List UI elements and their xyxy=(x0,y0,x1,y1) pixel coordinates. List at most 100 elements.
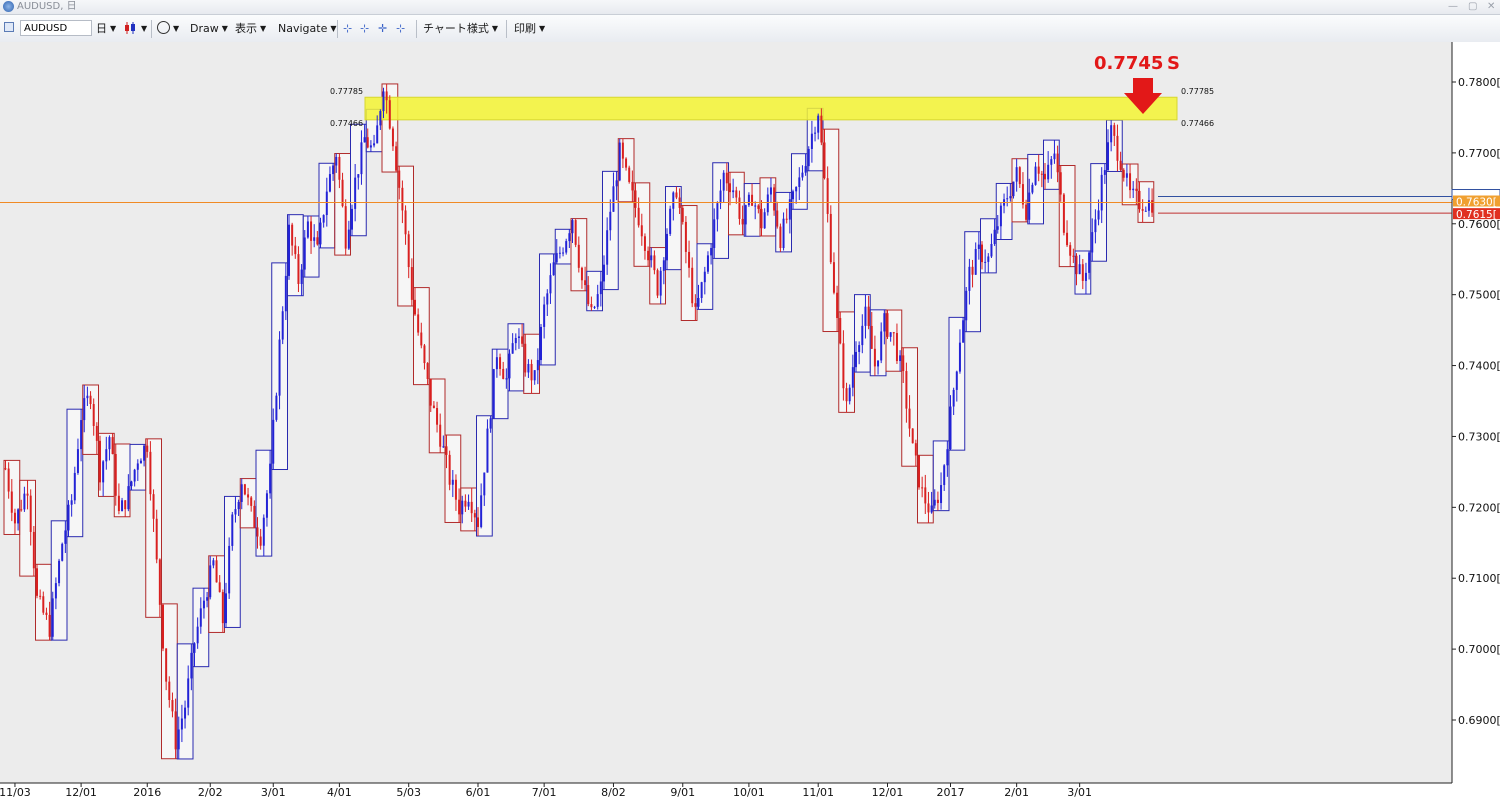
crosshair-button-2[interactable]: ⊹ xyxy=(360,20,369,37)
draw-menu[interactable]: Draw ▼ xyxy=(190,20,228,37)
candle-body xyxy=(867,306,870,326)
display-label: 表示 xyxy=(235,22,257,35)
candle-body xyxy=(593,306,596,308)
candle-body xyxy=(58,560,61,584)
candle-body xyxy=(1135,188,1138,191)
candle-body xyxy=(1031,184,1034,193)
time-tick-label: 11/03 xyxy=(0,786,31,799)
candle-body xyxy=(596,294,599,307)
crosshair-button-1[interactable]: ⊹ xyxy=(343,20,352,37)
candle-body xyxy=(29,495,32,532)
candle-body xyxy=(584,280,587,286)
candle-body xyxy=(1025,204,1028,220)
candle-body xyxy=(310,221,313,241)
candle-body xyxy=(111,437,114,455)
candle-body xyxy=(965,290,968,321)
candle-body xyxy=(782,218,785,249)
price-tick-label: 0.7700[0 xyxy=(1458,147,1500,160)
candle-body xyxy=(1113,125,1116,136)
navigate-menu[interactable]: Navigate ▼ xyxy=(278,20,337,37)
zone-lower-label-right: 0.77466 xyxy=(1181,119,1214,128)
zone-upper-label-left: 0.77785 xyxy=(330,87,363,96)
candle-body xyxy=(256,527,259,537)
candle-body xyxy=(335,156,338,166)
candle-body xyxy=(436,408,439,425)
chart-window-icon[interactable] xyxy=(4,22,14,32)
candle-body xyxy=(7,468,10,492)
candle-body xyxy=(703,271,706,283)
candle-body xyxy=(722,172,725,191)
candle-body xyxy=(505,378,508,380)
print-menu[interactable]: 印刷 ▼ xyxy=(514,20,545,37)
candle-body xyxy=(817,115,820,133)
weekly-range-box xyxy=(224,495,241,628)
candle-body xyxy=(458,499,461,515)
candle-body xyxy=(162,604,164,649)
dropdown-arrow-icon: ▼ xyxy=(260,24,267,33)
candle-body xyxy=(67,504,70,531)
candle-body xyxy=(382,91,385,112)
candle-body xyxy=(1091,232,1094,253)
candle-body xyxy=(64,530,67,544)
candle-body xyxy=(514,337,517,344)
display-menu[interactable]: 表示 ▼ xyxy=(235,20,266,37)
candle-body xyxy=(319,222,322,245)
candle-body xyxy=(108,437,111,450)
candle-body xyxy=(779,226,782,249)
candle-body xyxy=(376,125,379,144)
price-chart[interactable]: 0.77785 0.77466 0.77785 0.77466 0.7745 S 0.78… xyxy=(0,42,1500,800)
candle-body xyxy=(209,565,212,598)
timeframe-select[interactable]: 日 ▼ xyxy=(96,20,116,37)
candle-body xyxy=(369,145,372,148)
candle-body xyxy=(184,707,187,719)
candle-body xyxy=(760,208,763,229)
candle-body xyxy=(1066,232,1069,246)
candle-body xyxy=(262,517,265,546)
candle-body xyxy=(218,582,221,593)
candle-body xyxy=(385,91,388,101)
circle-tool-button[interactable]: ▼ xyxy=(157,20,179,37)
crosshair-button-3[interactable]: ✛ xyxy=(378,20,387,37)
minimize-button[interactable]: — xyxy=(1448,1,1458,12)
resistance-zone xyxy=(364,96,1178,121)
chart-style-menu[interactable]: チャート様式 ▼ xyxy=(423,20,498,37)
candle-body xyxy=(675,192,678,198)
candle-body xyxy=(80,420,83,450)
time-tick-label: 6/01 xyxy=(466,786,491,799)
candle-body xyxy=(892,332,895,334)
candle-body xyxy=(656,270,659,296)
candle-body xyxy=(146,445,149,452)
candle-body xyxy=(1144,210,1147,212)
candle-body xyxy=(174,711,177,750)
circle-tool-icon xyxy=(157,21,170,34)
candle-body xyxy=(206,597,209,601)
candle-body xyxy=(121,500,124,512)
candle-body xyxy=(1044,173,1046,180)
maximize-button[interactable]: ▢ xyxy=(1468,1,1478,12)
close-button[interactable]: ✕ xyxy=(1487,1,1496,12)
candle-body xyxy=(870,325,873,349)
price-tick-label: 0.7200[0 xyxy=(1458,501,1500,514)
candle-style-button[interactable]: ▼ xyxy=(124,20,147,37)
candle-body xyxy=(1037,166,1040,174)
candle-body xyxy=(615,180,618,187)
toolbar-separator xyxy=(416,20,417,38)
price-tick-label: 0.7500[0 xyxy=(1458,289,1500,302)
candle-body xyxy=(694,303,697,307)
candle-body xyxy=(814,132,817,134)
candle-body xyxy=(99,440,101,483)
candle-body xyxy=(454,479,457,500)
candle-body xyxy=(807,148,810,167)
crosshair-icon: ⊹ xyxy=(343,22,353,35)
candle-body xyxy=(533,370,536,381)
symbol-input[interactable]: AUDUSD xyxy=(20,20,92,36)
candle-body xyxy=(17,509,20,524)
crosshair-button-4[interactable]: ⊹ xyxy=(396,20,405,37)
candle-body xyxy=(1062,194,1065,233)
candle-body xyxy=(1050,159,1053,165)
candle-body xyxy=(933,499,936,506)
candle-body xyxy=(1097,210,1100,220)
time-tick-label: 4/01 xyxy=(327,786,352,799)
candle-body xyxy=(861,325,864,346)
candle-body xyxy=(39,595,42,597)
